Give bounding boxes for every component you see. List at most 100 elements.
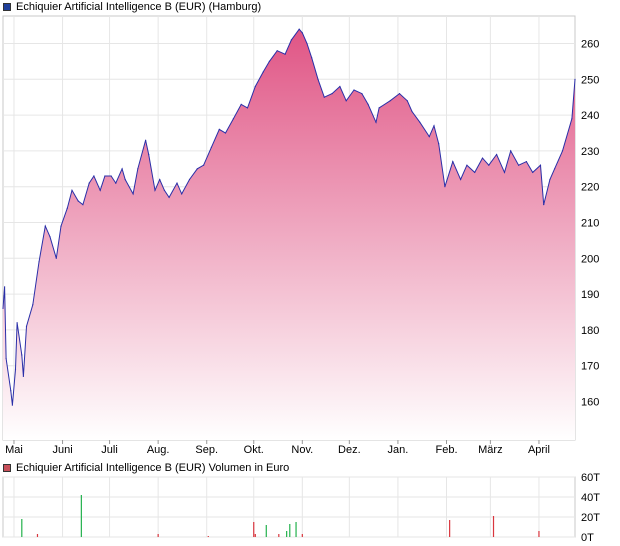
volume-y-tick-label: 60T bbox=[581, 472, 600, 484]
price-data-point bbox=[419, 121, 421, 123]
price-data-point bbox=[66, 207, 68, 209]
price-data-point bbox=[268, 60, 270, 63]
price-data-point bbox=[49, 236, 51, 238]
price-data-point bbox=[284, 53, 286, 55]
price-data-point bbox=[132, 193, 134, 195]
price-data-point bbox=[88, 182, 90, 184]
volume-chart-title: Echiquier Artificial Intelligence B (EUR… bbox=[16, 462, 290, 474]
price-data-point bbox=[554, 168, 556, 170]
price-data-point bbox=[181, 193, 183, 195]
price-data-point bbox=[16, 322, 18, 324]
price-data-point bbox=[21, 354, 23, 356]
price-data-point bbox=[433, 125, 435, 127]
price-data-point bbox=[71, 189, 73, 191]
price-data-point bbox=[428, 136, 430, 138]
price-data-point bbox=[148, 153, 150, 156]
x-tick-label: Sep. bbox=[195, 444, 218, 456]
price-y-tick-label: 250 bbox=[581, 74, 599, 86]
price-data-point bbox=[532, 171, 534, 173]
x-tick-label: März bbox=[478, 444, 502, 456]
price-data-point bbox=[438, 143, 440, 145]
price-data-point bbox=[25, 325, 28, 327]
price-y-tick-label: 240 bbox=[581, 110, 599, 122]
volume-legend-swatch bbox=[3, 464, 11, 472]
x-tick-label: Mai bbox=[5, 444, 23, 456]
price-data-point bbox=[290, 39, 292, 41]
price-data-point bbox=[32, 304, 34, 306]
price-data-point bbox=[2, 307, 4, 309]
price-area bbox=[3, 29, 575, 440]
price-data-point bbox=[104, 175, 106, 177]
price-data-point bbox=[115, 182, 117, 184]
price-y-tick-label: 160 bbox=[581, 397, 599, 409]
price-data-point bbox=[44, 225, 46, 227]
price-data-point bbox=[317, 78, 319, 80]
price-data-point bbox=[378, 107, 380, 109]
price-data-point bbox=[481, 157, 484, 159]
volume-y-tick-label: 40T bbox=[581, 492, 600, 504]
price-data-point bbox=[525, 161, 528, 163]
volume-y-tick-label: 0T bbox=[581, 532, 594, 544]
price-data-point bbox=[539, 164, 542, 166]
price-data-point bbox=[188, 178, 191, 181]
price-data-point bbox=[246, 107, 249, 109]
price-data-point bbox=[210, 146, 212, 148]
price-data-point bbox=[276, 50, 278, 52]
price-data-point bbox=[14, 368, 17, 370]
price-y-tick-label: 220 bbox=[581, 182, 599, 194]
price-data-point bbox=[406, 100, 408, 102]
price-data-point bbox=[474, 171, 476, 173]
price-data-point bbox=[411, 110, 413, 113]
price-data-point bbox=[196, 168, 198, 170]
price-data-point bbox=[496, 153, 498, 156]
price-data-point bbox=[339, 85, 341, 88]
x-tick-label: Dez. bbox=[338, 444, 361, 456]
price-data-point bbox=[331, 93, 333, 95]
price-data-point bbox=[262, 71, 264, 73]
price-data-point bbox=[60, 225, 62, 227]
x-tick-label: Nov. bbox=[291, 444, 313, 456]
price-data-point bbox=[137, 168, 139, 170]
price-data-point bbox=[110, 175, 112, 177]
price-data-point bbox=[298, 28, 300, 30]
x-tick-label: Aug. bbox=[147, 444, 170, 456]
x-tick-label: Juli bbox=[101, 444, 118, 456]
price-data-point bbox=[11, 404, 13, 406]
price-y-tick-label: 190 bbox=[581, 289, 599, 301]
price-data-point bbox=[361, 93, 363, 95]
x-tick-label: Juni bbox=[52, 444, 72, 456]
price-data-point bbox=[398, 93, 401, 95]
price-data-point bbox=[121, 168, 123, 170]
price-data-point bbox=[460, 178, 462, 181]
price-data-point bbox=[466, 164, 468, 166]
price-data-point bbox=[154, 189, 156, 191]
price-data-point bbox=[168, 196, 170, 198]
price-data-point bbox=[55, 257, 57, 259]
price-data-point bbox=[232, 118, 234, 120]
price-data-point bbox=[4, 286, 6, 288]
price-data-point bbox=[5, 357, 7, 360]
price-data-point bbox=[224, 132, 227, 134]
price-data-point bbox=[254, 85, 256, 88]
price-data-point bbox=[99, 189, 101, 191]
price-data-point bbox=[452, 161, 454, 163]
price-data-point bbox=[353, 89, 355, 91]
price-data-point bbox=[488, 164, 490, 166]
price-y-tick-label: 200 bbox=[581, 253, 599, 265]
price-data-point bbox=[77, 200, 79, 202]
price-data-point bbox=[82, 204, 84, 206]
price-data-point bbox=[518, 164, 520, 166]
volume-y-tick-label: 20T bbox=[581, 512, 600, 524]
volume-plot-area bbox=[2, 476, 576, 538]
price-data-point bbox=[561, 150, 564, 152]
volume-chart: 0T 20T 40T 60T bbox=[2, 472, 600, 544]
price-chart: Mai Juni Juli Aug. Sep. Okt. Nov. Dez. Jan. Feb. M… bbox=[2, 15, 599, 456]
price-data-point bbox=[38, 261, 40, 263]
price-data-point bbox=[176, 182, 178, 184]
x-tick-label: Feb. bbox=[435, 444, 457, 456]
price-data-point bbox=[375, 121, 377, 123]
price-data-point bbox=[311, 57, 313, 59]
price-legend-swatch bbox=[3, 3, 11, 11]
price-data-point bbox=[503, 171, 506, 173]
